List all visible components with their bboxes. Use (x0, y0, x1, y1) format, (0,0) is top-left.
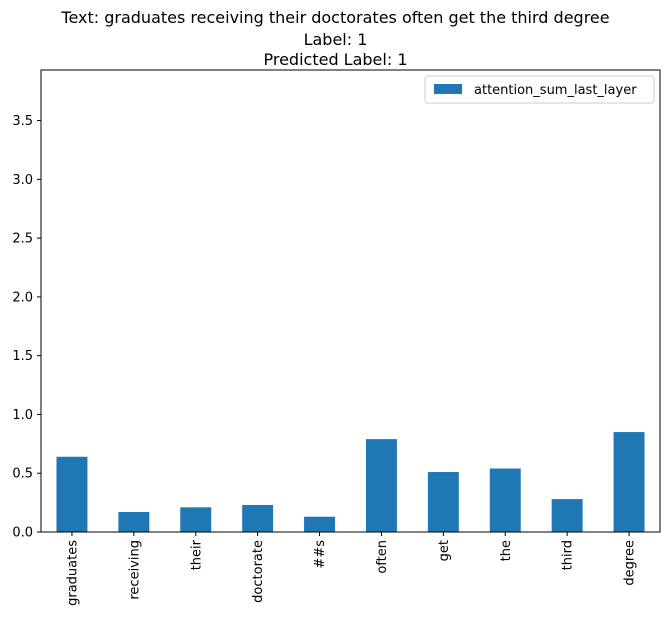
bar-graduates (56, 456, 88, 532)
bar-doctorate (242, 504, 274, 532)
y-tick-label: 0.5 (12, 467, 33, 482)
x-tick-label: get (437, 540, 452, 561)
y-tick-label: 3.0 (12, 173, 33, 188)
x-axis: graduates receiving their doctorate ##s often… (65, 532, 638, 606)
axes-frame (40, 69, 661, 533)
chart-title-line-1: Text: graduates receiving their doctorat… (61, 8, 610, 27)
x-tick-label: ##s (313, 540, 328, 569)
x-tick-label: third (561, 540, 576, 570)
legend-label: attention_sum_last_layer (474, 83, 637, 98)
legend-swatch (434, 84, 462, 94)
y-tick-label: 0.0 (12, 526, 33, 541)
bar-their (180, 507, 212, 532)
legend: attention_sum_last_layer (424, 75, 655, 104)
x-tick-label: graduates (65, 540, 80, 606)
y-tick-label: 1.5 (12, 349, 33, 364)
x-tick-label: doctorate (251, 540, 266, 603)
y-tick-label: 1.0 (12, 408, 33, 423)
bar-##s (304, 516, 336, 532)
x-tick-label: their (189, 539, 204, 570)
y-tick-label: 3.5 (12, 114, 33, 129)
bar-receiving (118, 512, 150, 532)
bar-the (489, 468, 521, 532)
x-tick-label: degree (623, 540, 638, 586)
y-tick-label: 2.5 (12, 232, 33, 247)
bar-degree (613, 432, 645, 532)
x-tick-label: often (375, 540, 390, 574)
plot-area (40, 69, 661, 533)
chart-title-line-2: Label: 1 (303, 30, 368, 49)
x-tick-label: the (499, 540, 514, 561)
bar-often (365, 439, 397, 532)
y-tick-label: 2.0 (12, 290, 33, 305)
x-tick-label: receiving (127, 540, 142, 600)
bar-get (427, 472, 459, 532)
y-axis: 0.0 0.5 1.0 1.5 2.0 2.5 3.0 3.5 (12, 114, 41, 541)
bar-third (551, 499, 583, 532)
legend-box (424, 75, 655, 104)
chart-title-line-3: Predicted Label: 1 (263, 50, 408, 69)
